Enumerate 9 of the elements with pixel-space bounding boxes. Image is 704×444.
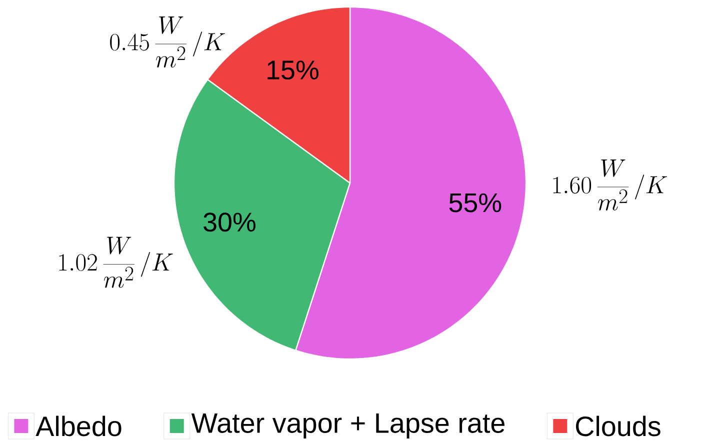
- data-label: 30%: [204, 212, 256, 232]
- legend-label: Water vapor + Lapse rate: [191, 414, 504, 438]
- data-label: 55%: [449, 193, 502, 212]
- text: $0.45\,\frac{W}{m^2}\,/K$: [110, 16, 225, 68]
- legend-label: Clouds: [576, 416, 660, 436]
- text: $1.60\,\frac{W}{m^2}\,/K$: [553, 160, 667, 210]
- legend-label: Albedo: [36, 416, 122, 436]
- data-label: 15%: [268, 60, 318, 80]
- text: $1.02\,\frac{W}{m^2}\,/K$: [59, 236, 173, 288]
